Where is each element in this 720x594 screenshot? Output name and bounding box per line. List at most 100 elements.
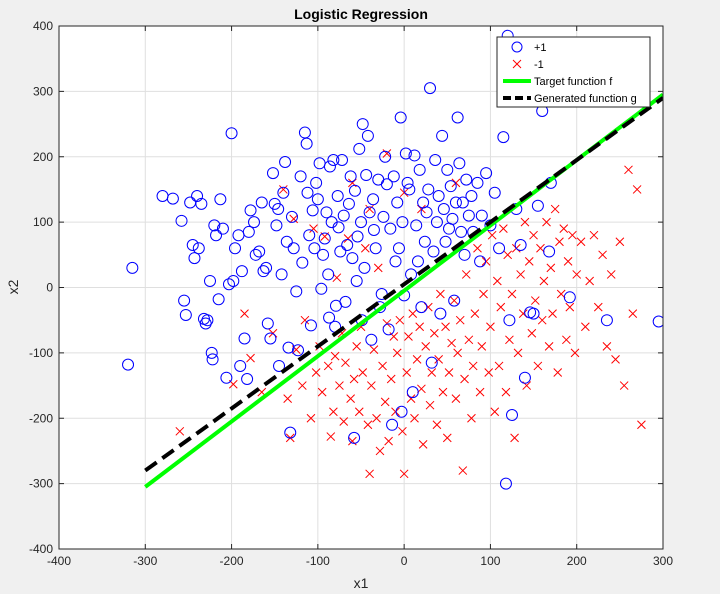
point-plus-one <box>363 206 376 219</box>
point-minus-one <box>399 469 409 479</box>
point-plus-one <box>436 129 449 142</box>
point-minus-one <box>585 276 595 286</box>
point-minus-one <box>468 361 478 371</box>
point-minus-one <box>460 374 469 384</box>
point-plus-one <box>471 176 484 189</box>
point-plus-one <box>460 173 473 186</box>
point-plus-one <box>327 154 340 167</box>
x-tick-label: 200 <box>567 554 587 568</box>
point-minus-one <box>399 188 409 198</box>
point-minus-one <box>553 368 563 377</box>
point-plus-one <box>292 344 305 357</box>
point-minus-one <box>510 433 519 443</box>
point-minus-one <box>352 341 362 351</box>
point-plus-one <box>497 131 510 144</box>
point-minus-one <box>449 296 459 305</box>
point-plus-one <box>449 196 462 209</box>
point-plus-one <box>346 252 359 265</box>
point-plus-one <box>418 235 431 248</box>
point-plus-one <box>266 167 279 180</box>
point-plus-one <box>358 261 371 274</box>
point-plus-one <box>444 180 457 193</box>
point-plus-one <box>386 418 399 431</box>
point-plus-one <box>344 170 357 183</box>
point-plus-one <box>506 408 518 421</box>
y-axis-label: x2 <box>5 279 21 294</box>
point-minus-one <box>479 289 488 299</box>
point-plus-one <box>395 405 408 418</box>
point-plus-one <box>406 386 419 399</box>
chart-title: Logistic Regression <box>294 6 428 22</box>
point-plus-one <box>322 268 335 281</box>
point-plus-one <box>432 189 445 202</box>
point-plus-one <box>455 225 468 238</box>
point-plus-one <box>323 160 336 173</box>
point-minus-one <box>503 250 513 260</box>
point-plus-one <box>244 204 257 217</box>
point-minus-one <box>367 381 376 390</box>
point-minus-one <box>339 417 349 426</box>
point-plus-one <box>462 209 475 222</box>
point-plus-one <box>350 274 363 287</box>
point-plus-one <box>341 239 354 252</box>
point-minus-one <box>539 276 549 286</box>
point-minus-one <box>360 243 370 253</box>
point-minus-one <box>451 178 461 188</box>
point-plus-one <box>191 189 204 202</box>
point-minus-one <box>432 420 442 430</box>
point-minus-one <box>477 341 487 351</box>
point-plus-one <box>480 167 493 180</box>
point-minus-one <box>410 413 419 423</box>
y-tick-label: -100 <box>29 346 53 360</box>
point-plus-one <box>384 222 397 235</box>
point-plus-one <box>311 193 324 206</box>
point-minus-one <box>311 368 321 377</box>
point-minus-one <box>434 355 444 364</box>
point-minus-one <box>499 224 508 234</box>
point-plus-one <box>212 293 225 306</box>
point-minus-one <box>555 237 564 247</box>
point-minus-one <box>524 256 534 266</box>
point-plus-one <box>387 170 400 183</box>
point-plus-one <box>331 189 344 202</box>
function-lines <box>144 93 663 489</box>
point-plus-one <box>195 197 208 210</box>
point-minus-one <box>458 466 468 475</box>
point-plus-one <box>514 239 527 252</box>
point-plus-one <box>253 245 266 258</box>
point-plus-one <box>272 203 285 216</box>
point-minus-one <box>537 315 547 325</box>
point-plus-one <box>229 242 242 255</box>
point-plus-one <box>355 216 367 229</box>
point-plus-one <box>122 358 135 371</box>
point-plus-one <box>403 183 416 196</box>
point-minus-one <box>384 436 393 446</box>
y-tick-label: 200 <box>33 150 53 164</box>
point-plus-one <box>179 308 192 321</box>
point-minus-one <box>619 381 629 390</box>
point-minus-one <box>533 361 543 371</box>
point-plus-one <box>225 127 238 140</box>
point-plus-one <box>206 353 219 366</box>
point-plus-one <box>353 142 366 155</box>
point-minus-one <box>380 397 390 407</box>
point-minus-one <box>507 289 517 299</box>
point-plus-one <box>458 248 471 261</box>
point-plus-one <box>249 248 262 261</box>
point-minus-one <box>593 302 603 312</box>
legend[interactable]: +1 -1 Target function f Generated functi… <box>496 36 651 108</box>
point-minus-one <box>365 204 374 214</box>
legend-marker-plus-one <box>511 41 523 53</box>
point-plus-one <box>410 219 423 232</box>
point-minus-one <box>423 302 433 312</box>
x-tick-label: -100 <box>306 554 330 568</box>
point-minus-one <box>346 394 355 403</box>
point-minus-one <box>442 433 452 443</box>
point-plus-one <box>367 193 380 206</box>
point-plus-one <box>287 242 300 255</box>
point-minus-one <box>548 309 557 319</box>
point-plus-one <box>475 209 488 222</box>
point-minus-one <box>550 204 560 214</box>
point-minus-one <box>624 165 633 175</box>
point-minus-one <box>470 309 480 319</box>
